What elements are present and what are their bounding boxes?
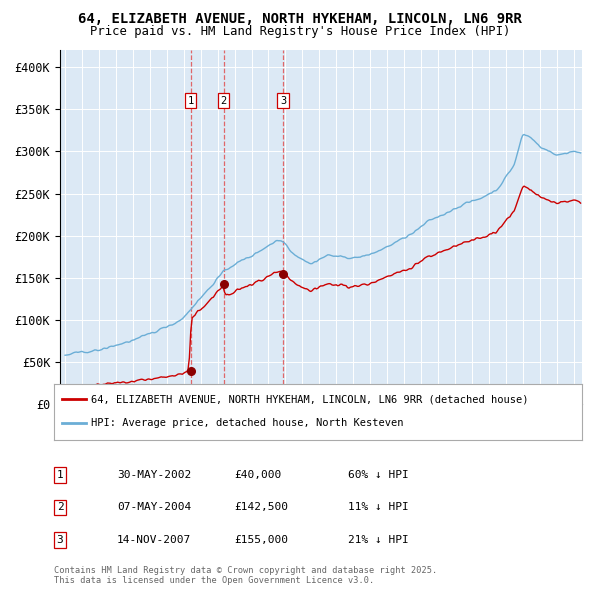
Text: 2: 2	[220, 96, 227, 106]
Text: 11% ↓ HPI: 11% ↓ HPI	[348, 503, 409, 512]
Text: 2: 2	[56, 503, 64, 512]
Text: 64, ELIZABETH AVENUE, NORTH HYKEHAM, LINCOLN, LN6 9RR: 64, ELIZABETH AVENUE, NORTH HYKEHAM, LIN…	[78, 12, 522, 26]
Text: Contains HM Land Registry data © Crown copyright and database right 2025.
This d: Contains HM Land Registry data © Crown c…	[54, 566, 437, 585]
Text: 07-MAY-2004: 07-MAY-2004	[117, 503, 191, 512]
Text: 3: 3	[280, 96, 286, 106]
Text: £142,500: £142,500	[234, 503, 288, 512]
Text: £155,000: £155,000	[234, 535, 288, 545]
Text: 21% ↓ HPI: 21% ↓ HPI	[348, 535, 409, 545]
Text: 30-MAY-2002: 30-MAY-2002	[117, 470, 191, 480]
Text: 64, ELIZABETH AVENUE, NORTH HYKEHAM, LINCOLN, LN6 9RR (detached house): 64, ELIZABETH AVENUE, NORTH HYKEHAM, LIN…	[91, 394, 529, 404]
Text: £40,000: £40,000	[234, 470, 281, 480]
Text: HPI: Average price, detached house, North Kesteven: HPI: Average price, detached house, Nort…	[91, 418, 403, 428]
Text: Price paid vs. HM Land Registry's House Price Index (HPI): Price paid vs. HM Land Registry's House …	[90, 25, 510, 38]
Text: 3: 3	[56, 535, 64, 545]
Text: 1: 1	[188, 96, 194, 106]
Text: 60% ↓ HPI: 60% ↓ HPI	[348, 470, 409, 480]
Text: 14-NOV-2007: 14-NOV-2007	[117, 535, 191, 545]
Text: 1: 1	[56, 470, 64, 480]
